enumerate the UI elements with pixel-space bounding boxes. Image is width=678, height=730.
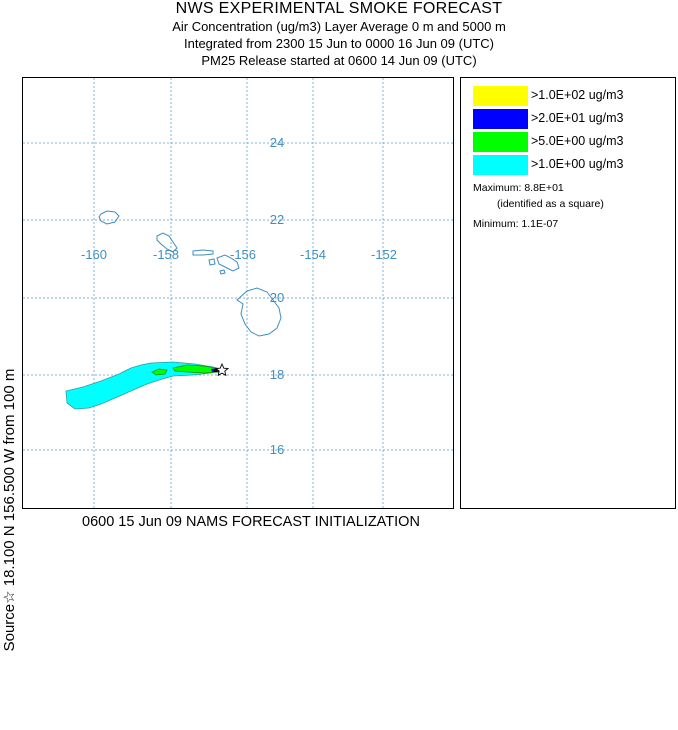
lat-label-18: 18	[270, 367, 284, 382]
lat-label-22: 22	[270, 212, 284, 227]
source-location-text: Source☆ 18.100 N 156.500 W from 100 m	[1, 368, 18, 652]
smoke-map: -160 -158 -156 -154 -152 24 22 20 18 16	[23, 78, 455, 510]
plume-green-region-west	[151, 368, 168, 376]
plume-cyan-region	[65, 361, 223, 410]
legend-label-3: >5.0E+00 ug/m3	[531, 134, 624, 148]
island-kauai	[98, 210, 120, 225]
island-kahoolawe	[219, 269, 226, 275]
map-panel: -160 -158 -156 -154 -152 24 22 20 18 16	[22, 77, 455, 510]
forecast-initialization-label: 0600 15 Jun 09 NAMS FORECAST INITIALIZAT…	[82, 514, 420, 530]
legend-swatch-cyan	[473, 155, 528, 175]
graticule	[23, 78, 455, 510]
island-hawaii	[236, 287, 282, 337]
island-oahu	[156, 232, 178, 253]
lon-label-158: -158	[153, 247, 179, 262]
subtitle-integration-period: Integrated from 2300 15 Jun to 0000 16 J…	[183, 36, 495, 51]
lon-label-156: -156	[230, 247, 256, 262]
maximum-square	[214, 369, 217, 372]
lon-label-152: -152	[371, 247, 397, 262]
legend-label-1: >1.0E+02 ug/m3	[531, 88, 624, 102]
island-maui	[216, 254, 240, 272]
lat-label-24: 24	[270, 135, 284, 150]
lat-label-20: 20	[270, 290, 284, 305]
legend-swatch-yellow	[473, 86, 528, 106]
source-location-label: Source☆ 18.100 N 156.500 W from 100 m	[0, 290, 18, 730]
legend-label-2: >2.0E+01 ug/m3	[531, 111, 624, 125]
legend-swatch-blue	[473, 109, 528, 129]
lon-label-160: -160	[81, 247, 107, 262]
minimum-value: Minimum: 1.1E-07	[473, 218, 559, 230]
maximum-note: (identified as a square)	[497, 198, 604, 210]
legend-label-4: >1.0E+00 ug/m3	[531, 157, 624, 171]
island-lanai	[208, 258, 216, 266]
coastlines	[98, 210, 282, 337]
island-molokai	[192, 249, 214, 256]
page-title: NWS EXPERIMENTAL SMOKE FORECAST	[175, 0, 503, 17]
lat-label-16: 16	[270, 442, 284, 457]
subtitle-release-time: PM25 Release started at 0600 14 Jun 09 (…	[201, 53, 477, 68]
source-star-icon	[214, 362, 230, 377]
maximum-value: Maximum: 8.8E+01	[473, 182, 564, 194]
legend-panel: >1.0E+02 ug/m3 >2.0E+01 ug/m3 >5.0E+00 u…	[460, 77, 676, 509]
subtitle-concentration: Air Concentration (ug/m3) Layer Average …	[172, 19, 506, 34]
lon-label-154: -154	[300, 247, 326, 262]
legend-swatch-green	[473, 132, 528, 152]
